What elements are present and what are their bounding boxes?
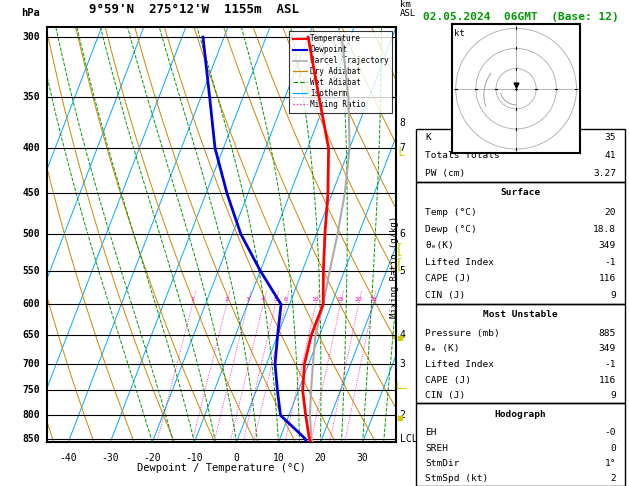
Text: └: └: [395, 149, 404, 162]
Text: 9°59'N  275°12'W  1155m  ASL: 9°59'N 275°12'W 1155m ASL: [89, 3, 299, 17]
Text: 20: 20: [604, 208, 616, 217]
Text: 3: 3: [246, 297, 250, 302]
Text: 800: 800: [23, 410, 40, 420]
Text: StmDir: StmDir: [425, 459, 460, 468]
Text: CAPE (J): CAPE (J): [425, 274, 471, 283]
Text: 2: 2: [610, 474, 616, 483]
Text: 0: 0: [233, 452, 240, 463]
Text: θₑ(K): θₑ(K): [425, 241, 454, 250]
Text: CIN (J): CIN (J): [425, 391, 465, 400]
Text: 8: 8: [400, 118, 406, 128]
Text: 600: 600: [23, 299, 40, 310]
Text: 41: 41: [604, 151, 616, 160]
Text: 18.8: 18.8: [593, 225, 616, 234]
Text: km
ASL: km ASL: [400, 0, 416, 18]
Text: 1: 1: [191, 297, 194, 302]
Text: 25: 25: [369, 297, 377, 302]
Text: 4: 4: [261, 297, 265, 302]
Text: 550: 550: [23, 266, 40, 276]
Text: StmSpd (kt): StmSpd (kt): [425, 474, 488, 483]
Text: 6: 6: [284, 297, 287, 302]
Text: 20: 20: [314, 452, 326, 463]
Text: 20: 20: [355, 297, 362, 302]
Text: 3: 3: [400, 359, 406, 369]
Text: ■: ■: [396, 335, 403, 341]
Text: 1°: 1°: [604, 459, 616, 468]
Text: K: K: [425, 133, 431, 142]
Text: Surface: Surface: [501, 189, 540, 197]
Text: Most Unstable: Most Unstable: [483, 310, 558, 319]
Text: Mixing Ratio (g/kg): Mixing Ratio (g/kg): [390, 216, 399, 318]
Text: 850: 850: [23, 434, 40, 444]
Text: 15: 15: [337, 297, 344, 302]
Text: 700: 700: [23, 359, 40, 369]
Text: Pressure (mb): Pressure (mb): [425, 329, 500, 338]
Text: 349: 349: [599, 241, 616, 250]
Text: 350: 350: [23, 91, 40, 102]
Text: ■: ■: [396, 415, 403, 421]
Text: EH: EH: [425, 428, 437, 437]
Text: 30: 30: [357, 452, 369, 463]
Text: Lifted Index: Lifted Index: [425, 360, 494, 369]
Text: Hodograph: Hodograph: [494, 410, 547, 418]
Text: [: [: [397, 243, 402, 257]
Text: └─: └─: [392, 384, 406, 394]
Text: 349: 349: [599, 345, 616, 353]
Text: 2: 2: [225, 297, 228, 302]
Text: Totals Totals: Totals Totals: [425, 151, 500, 160]
Text: 02.05.2024  06GMT  (Base: 12): 02.05.2024 06GMT (Base: 12): [423, 12, 618, 22]
Text: 650: 650: [23, 330, 40, 340]
Text: 10: 10: [272, 452, 284, 463]
Text: PW (cm): PW (cm): [425, 169, 465, 178]
Text: Dewp (°C): Dewp (°C): [425, 225, 477, 234]
Text: CAPE (J): CAPE (J): [425, 376, 471, 384]
Text: 7: 7: [400, 143, 406, 153]
Text: θₑ (K): θₑ (K): [425, 345, 460, 353]
Text: -30: -30: [101, 452, 119, 463]
Text: hPa: hPa: [21, 8, 40, 18]
Text: Dewpoint / Temperature (°C): Dewpoint / Temperature (°C): [137, 463, 306, 473]
Text: 9: 9: [610, 391, 616, 400]
Text: Lifted Index: Lifted Index: [425, 258, 494, 267]
Text: 3.27: 3.27: [593, 169, 616, 178]
Text: 750: 750: [23, 385, 40, 396]
Text: 116: 116: [599, 376, 616, 384]
Text: -0: -0: [604, 428, 616, 437]
Text: 5: 5: [400, 266, 406, 276]
Text: -1: -1: [604, 360, 616, 369]
Text: 2: 2: [400, 410, 406, 420]
Text: -20: -20: [143, 452, 161, 463]
Text: 35: 35: [604, 133, 616, 142]
Text: SREH: SREH: [425, 444, 448, 452]
Text: 6: 6: [400, 229, 406, 239]
Text: Temp (°C): Temp (°C): [425, 208, 477, 217]
Text: 0: 0: [610, 444, 616, 452]
Text: kt: kt: [454, 30, 465, 38]
Text: 116: 116: [599, 274, 616, 283]
Text: -10: -10: [186, 452, 203, 463]
Text: [: [: [397, 258, 402, 272]
Text: -1: -1: [604, 258, 616, 267]
Text: 4: 4: [400, 330, 406, 340]
Text: 10: 10: [312, 297, 320, 302]
Text: 450: 450: [23, 189, 40, 198]
Text: 400: 400: [23, 143, 40, 153]
Text: 885: 885: [599, 329, 616, 338]
Text: 5: 5: [274, 297, 277, 302]
Text: LCL: LCL: [400, 434, 418, 444]
Text: 500: 500: [23, 229, 40, 239]
Text: 300: 300: [23, 32, 40, 42]
Text: CIN (J): CIN (J): [425, 291, 465, 300]
Legend: Temperature, Dewpoint, Parcel Trajectory, Dry Adiabat, Wet Adiabat, Isotherm, Mi: Temperature, Dewpoint, Parcel Trajectory…: [289, 31, 392, 113]
Text: -40: -40: [59, 452, 77, 463]
Text: 9: 9: [610, 291, 616, 300]
